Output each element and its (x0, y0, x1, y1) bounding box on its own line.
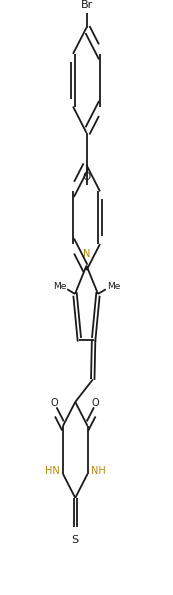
Text: Me: Me (53, 283, 66, 292)
Text: S: S (72, 536, 79, 546)
Text: O: O (92, 399, 100, 408)
Text: Br: Br (80, 0, 93, 10)
Text: Me: Me (107, 283, 120, 292)
Text: NH: NH (91, 466, 105, 476)
Text: HN: HN (45, 466, 60, 476)
Text: O: O (82, 173, 91, 182)
Text: O: O (51, 399, 58, 408)
Text: N: N (83, 249, 90, 259)
